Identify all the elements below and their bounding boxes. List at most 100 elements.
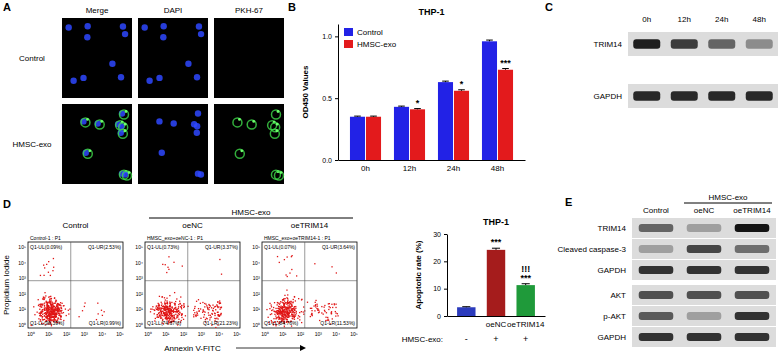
event — [50, 313, 51, 314]
event — [163, 306, 164, 307]
exosome-signal — [280, 171, 283, 174]
blot-strip — [632, 327, 776, 347]
axis-arrow — [236, 348, 300, 349]
event — [41, 315, 42, 316]
event — [54, 303, 55, 304]
event — [174, 311, 175, 312]
event — [220, 303, 221, 304]
event — [54, 314, 55, 315]
event — [266, 309, 267, 310]
event — [69, 308, 70, 309]
band — [735, 291, 770, 299]
event — [215, 327, 216, 328]
band — [735, 245, 770, 253]
event — [168, 309, 169, 310]
event — [204, 314, 205, 315]
x-axis-title: Annexin V-FITC — [164, 344, 221, 353]
event — [210, 305, 211, 306]
event — [156, 306, 157, 307]
event — [41, 315, 42, 316]
event — [206, 318, 207, 319]
event — [289, 306, 290, 307]
event — [44, 305, 45, 306]
event — [175, 314, 176, 315]
event — [49, 315, 50, 316]
event — [289, 301, 290, 302]
nucleus — [194, 123, 200, 129]
event — [168, 317, 169, 318]
event — [170, 309, 171, 310]
error-cap — [354, 116, 361, 117]
panel-letter: C — [545, 1, 553, 13]
event — [174, 318, 175, 319]
event — [331, 304, 332, 305]
event — [271, 304, 272, 305]
x-tick-label: 10² — [180, 331, 188, 337]
event — [53, 267, 54, 268]
error-cap — [462, 306, 470, 307]
y-tick-label: 10⁵ — [252, 244, 260, 250]
nucleus — [80, 75, 86, 81]
event — [162, 311, 163, 312]
micrograph — [214, 18, 284, 98]
plot-header: Control-1 : P1 — [30, 235, 61, 241]
event — [287, 312, 288, 313]
event — [335, 312, 336, 313]
blot-strip — [632, 306, 776, 326]
error-cap — [486, 40, 493, 41]
event — [166, 311, 167, 312]
event — [46, 308, 47, 309]
event — [161, 303, 162, 304]
exosome-signal — [128, 171, 131, 174]
y-tick: 0 — [437, 313, 447, 320]
event — [287, 276, 288, 277]
event — [44, 305, 45, 306]
exosome-signal — [88, 149, 91, 152]
event — [44, 310, 45, 311]
event — [52, 316, 53, 317]
nucleus — [118, 74, 124, 80]
event — [290, 312, 291, 313]
exosome-signal — [123, 129, 126, 132]
quadrant-label: Q1-UL(0.09%) — [30, 244, 63, 250]
lane-label: 12h — [678, 15, 691, 24]
y-tick: 10 — [433, 285, 447, 292]
event — [51, 309, 52, 310]
exosome-signal — [119, 110, 128, 119]
event — [183, 304, 184, 305]
event — [47, 310, 48, 311]
event — [167, 267, 168, 268]
band — [708, 91, 735, 101]
event — [169, 301, 170, 302]
event — [291, 304, 292, 305]
x-axis: oeNCoeTRIM14 — [448, 316, 546, 329]
event — [164, 307, 165, 308]
nucleus — [195, 110, 201, 116]
event — [311, 313, 312, 314]
event — [282, 302, 283, 303]
event — [57, 317, 58, 318]
event — [280, 317, 281, 318]
event — [57, 307, 58, 308]
event — [178, 311, 179, 312]
event — [50, 299, 51, 300]
nucleus — [198, 31, 204, 37]
event — [164, 297, 165, 298]
event — [169, 306, 170, 307]
event — [337, 315, 338, 316]
event — [212, 314, 213, 315]
event — [284, 303, 285, 304]
event — [285, 307, 286, 308]
event — [51, 312, 52, 313]
event — [167, 314, 168, 315]
row-label: GAPDH — [598, 266, 627, 275]
event — [167, 303, 168, 304]
event — [44, 313, 45, 314]
event — [33, 306, 34, 307]
band — [687, 291, 722, 299]
event — [52, 308, 53, 309]
event — [47, 305, 48, 306]
bar — [454, 91, 469, 160]
event — [286, 289, 287, 290]
event — [292, 316, 293, 317]
